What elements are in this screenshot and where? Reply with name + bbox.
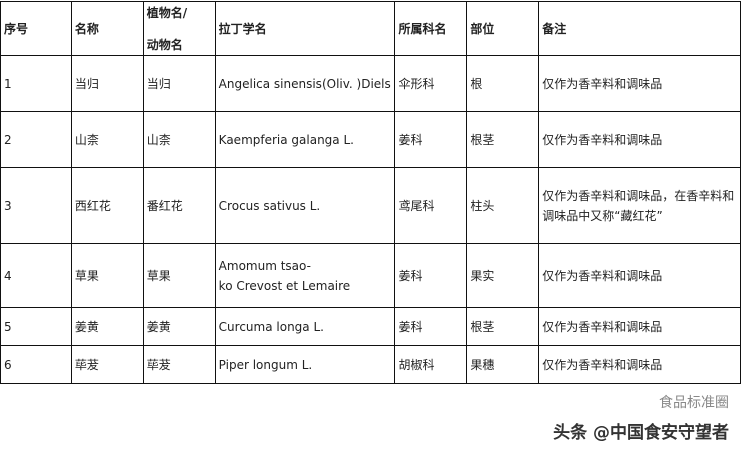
cell-latin: Curcuma longa L. — [214, 307, 396, 346]
cell-note: 仅作为香辛料和调味品 — [538, 111, 741, 168]
header-family: 所属科名 — [394, 1, 468, 56]
cell-latin-line1: Amomum tsao- — [218, 258, 311, 273]
cell-part: 柱头 — [466, 167, 540, 244]
cell-latin: Amomum tsao-ko Crevost et Lemaire — [214, 243, 396, 308]
cell-family: 姜科 — [394, 243, 468, 308]
cell-species: 草果 — [142, 243, 216, 308]
cell-family: 姜科 — [394, 111, 468, 168]
cell-species: 番红花 — [142, 167, 216, 244]
table-row: 6 荜茇 荜茇 Piper longum L. 胡椒科 果穗 仅作为香辛料和调味品 — [0, 345, 741, 384]
spice-table: 序号 名称 植物名/动物名 拉丁学名 所属科名 部位 备注 1 当归 当归 Angel… — [0, 1, 741, 384]
header-name: 名称 — [70, 1, 144, 56]
cell-part: 根 — [466, 55, 540, 112]
cell-no: 4 — [0, 243, 72, 308]
cell-note: 仅作为香辛料和调味品 — [538, 307, 741, 346]
cell-no: 6 — [0, 345, 72, 384]
table-row: 1 当归 当归 Angelica sinensis(Oliv. )Diels 伞形科根仅… — [0, 55, 741, 112]
table-row: 3 西红花 番红花 Crocus sativus L. 鸢尾科 柱头 仅作为香辛料和调味品，… — [0, 167, 741, 244]
header-species-line1: 植物名/ — [146, 5, 188, 20]
watermark-secondary: 食品标准圈 — [659, 395, 729, 411]
cell-part: 根茎 — [466, 111, 540, 168]
header-species: 植物名/动物名 — [142, 1, 216, 56]
cell-name: 荜茇 — [70, 345, 144, 384]
cell-species: 姜黄 — [142, 307, 216, 346]
cell-no: 5 — [0, 307, 72, 346]
cell-latin: Angelica sinensis(Oliv. )Diels — [214, 55, 396, 112]
cell-latin: Piper longum L. — [214, 345, 396, 384]
cell-species: 山柰 — [142, 111, 216, 168]
cell-name: 山柰 — [70, 111, 144, 168]
table-row: 2 山柰 山柰 Kaempferia galanga L. 姜科 根茎 仅作为香辛料和调味品 — [0, 111, 741, 168]
cell-no: 2 — [0, 111, 72, 168]
cell-family: 鸢尾科 — [394, 167, 468, 244]
cell-latin: Kaempferia galanga L. — [214, 111, 396, 168]
cell-name: 草果 — [70, 243, 144, 308]
cell-name: 西红花 — [70, 167, 144, 244]
cell-latin-line2: ko Crevost et Lemaire — [218, 278, 351, 293]
watermark: 头条 @中国食安守望者 — [553, 423, 729, 443]
cell-note: 仅作为香辛料和调味品，在香辛料和调味品中又称“藏红花” — [538, 167, 741, 244]
cell-no: 1 — [0, 55, 72, 112]
cell-latin: Crocus sativus L. — [214, 167, 396, 244]
cell-part: 果实 — [466, 243, 540, 308]
cell-family: 胡椒科 — [394, 345, 468, 384]
cell-no: 3 — [0, 167, 72, 244]
cell-part: 果穗 — [466, 345, 540, 384]
cell-part: 根茎 — [466, 307, 540, 346]
cell-family: 伞形科 — [394, 55, 468, 112]
cell-species: 当归 — [142, 55, 216, 112]
cell-family: 姜科 — [394, 307, 468, 346]
header-row: 序号 名称 植物名/动物名 拉丁学名 所属科名 部位 备注 — [0, 1, 741, 56]
header-latin: 拉丁学名 — [214, 1, 396, 56]
header-part: 部位 — [466, 1, 540, 56]
header-species-line2: 动物名 — [146, 37, 183, 52]
cell-note: 仅作为香辛料和调味品 — [538, 243, 741, 308]
cell-name: 姜黄 — [70, 307, 144, 346]
cell-note: 仅作为香辛料和调味品 — [538, 345, 741, 384]
header-no: 序号 — [0, 1, 72, 56]
cell-species: 荜茇 — [142, 345, 216, 384]
cell-name: 当归 — [70, 55, 144, 112]
cell-note: 仅作为香辛料和调味品 — [538, 55, 741, 112]
table-row: 5 姜黄 姜黄 Curcuma longa L. 姜科 根茎 仅作为香辛料和调味品 — [0, 307, 741, 346]
table-row: 4 草果 草果 Amomum tsao-ko Crevost et Lemaire 姜科… — [0, 243, 741, 308]
header-note: 备注 — [538, 1, 741, 56]
